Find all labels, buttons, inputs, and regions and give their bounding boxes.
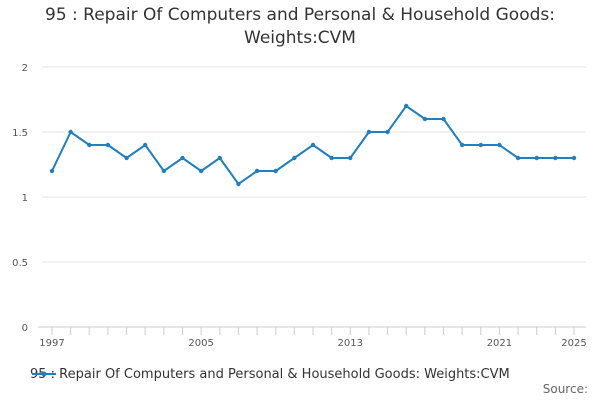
data-point [180,155,185,161]
legend-label: 95 : Repair Of Computers and Personal & … [30,366,510,382]
data-point [68,129,73,135]
x-tick-label: 2013 [338,338,363,349]
data-point [478,142,483,148]
data-point [310,142,316,148]
data-point [348,155,353,161]
data-point [515,155,521,161]
series-group [49,103,577,187]
source-label: Source: [542,382,588,396]
x-tick-label: 2005 [188,338,213,349]
data-point [87,142,92,148]
y-tick-label: 0 [22,323,28,334]
data-point [366,129,372,135]
y-tick-label: 1.5 [12,128,28,139]
data-point [254,168,260,174]
data-point [534,155,539,161]
legend-marker-icon [32,371,56,377]
x-tick-label: 1997 [39,338,64,349]
chart-title-line-1: 95 : Repair Of Computers and Personal & … [45,5,555,25]
data-point [143,142,148,148]
data-point [105,142,111,148]
y-axis-ticks: 0 0.5 1 1.5 2 [12,63,28,334]
data-point [571,155,577,161]
data-point [49,168,55,174]
data-point [553,155,558,161]
data-point [236,181,241,187]
y-tick-label: 1 [22,193,28,204]
data-point [329,155,334,161]
chart-title: 95 : Repair Of Computers and Personal & … [0,4,600,50]
data-point [441,116,446,122]
data-point [292,155,297,161]
data-point [198,168,204,174]
data-point [273,168,278,174]
data-point [161,168,167,174]
data-point [422,116,428,122]
data-point [459,142,465,148]
x-tick-label: 2021 [487,338,512,349]
x-tick-label: 2025 [561,338,586,349]
grid-lines [42,66,586,263]
data-point [124,155,129,161]
data-point [497,142,502,148]
data-point [404,103,409,109]
legend[interactable]: 95 : Repair Of Computers and Personal & … [30,365,510,383]
y-tick-label: 2 [22,63,28,74]
y-tick-label: 0.5 [12,258,28,269]
chart-title-line-2: Weights:CVM [244,28,356,48]
x-axis-ticks: 1997 2005 2013 2021 2025 [39,327,587,349]
data-point [217,155,222,161]
data-point [385,129,390,135]
